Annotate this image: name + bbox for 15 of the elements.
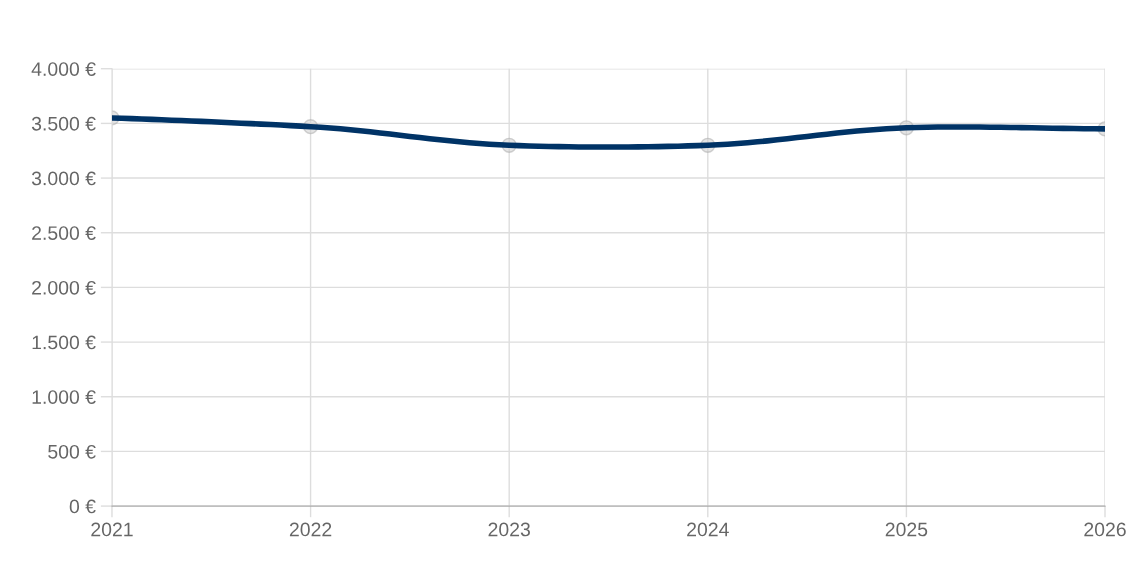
y-tick-label: 1.500 € [32,335,96,350]
y-tick-label: 1.000 € [32,390,96,404]
y-tick-label: 4.000 € [31,62,96,76]
y-tick-label: 3.500 € [31,116,96,131]
y-tick-label: 0 € [69,499,96,514]
y-tick-label: 500 € [48,444,96,459]
x-tick-label: 2025 [885,522,928,537]
y-tick-label: 2.000 € [32,280,96,295]
x-tick-label: 2022 [289,522,332,537]
x-tick-label: 2021 [91,522,133,537]
y-tick-label: 3.000 € [31,171,96,186]
y-tick-label: 2.500 € [32,226,96,240]
x-tick-label: 2026 [1084,522,1126,537]
x-tick-label: 2023 [488,522,530,537]
x-tick-label: 2024 [687,522,729,537]
